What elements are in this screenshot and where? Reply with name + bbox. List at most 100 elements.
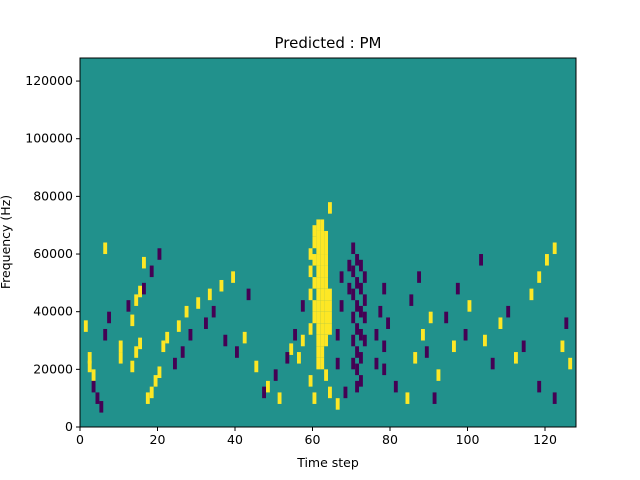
heatmap-cell-high — [324, 242, 329, 255]
heatmap-cell-high — [320, 346, 325, 358]
y-tick-label: 120000 — [25, 73, 73, 88]
x-tick-label: 0 — [76, 432, 84, 447]
heatmap-cell-high — [428, 311, 433, 324]
heatmap-cell-high — [134, 294, 139, 306]
y-axis-label: Frequency (Hz) — [0, 195, 13, 289]
heatmap-cell-high — [312, 254, 317, 266]
heatmap-cell-low — [235, 346, 239, 358]
heatmap-cell-high — [483, 334, 487, 347]
heatmap-cell-high — [316, 288, 321, 301]
heatmap-cell-high — [130, 314, 135, 327]
y-tick-label: 20000 — [33, 361, 73, 376]
heatmap-cell-high — [207, 288, 212, 301]
heatmap-cell-low — [293, 328, 298, 341]
heatmap-cell-low — [126, 300, 131, 312]
heatmap-cell-high — [266, 380, 270, 393]
heatmap-cell-high — [328, 288, 332, 301]
x-tick-label: 100 — [456, 432, 480, 447]
heatmap-cell-low — [362, 334, 367, 347]
heatmap-cell-low — [444, 311, 449, 324]
x-tick-label: 20 — [150, 432, 166, 447]
heatmap-cell-high — [87, 360, 92, 373]
heatmap-cell-high — [328, 386, 332, 399]
heatmap-cell-low — [382, 340, 387, 353]
heatmap-cell-high — [134, 346, 139, 358]
heatmap-cell-high — [316, 300, 321, 312]
heatmap-cell-high — [320, 334, 325, 347]
heatmap-cell-high — [560, 340, 565, 353]
y-tick-label: 0 — [65, 419, 73, 434]
heatmap-cell-high — [514, 352, 518, 364]
heatmap-cell-high — [316, 346, 321, 358]
heatmap-cell-high — [320, 242, 325, 255]
heatmap-cell-high — [320, 277, 325, 289]
heatmap-cell-high — [87, 352, 92, 364]
x-axis-label: Time step — [296, 455, 359, 470]
heatmap-cell-high — [405, 392, 410, 404]
heatmap-cell-high — [308, 288, 313, 301]
heatmap-cell-low — [355, 300, 360, 312]
heatmap-cell-high — [308, 248, 313, 260]
heatmap-cell-high — [312, 277, 317, 289]
heatmap-cell-high — [324, 369, 329, 381]
x-tick-label: 120 — [533, 432, 557, 447]
heatmap-cell-high — [316, 323, 321, 335]
heatmap-cell-high — [289, 343, 294, 355]
heatmap-cell-high — [545, 254, 549, 266]
heatmap-cell-low — [393, 380, 398, 393]
heatmap-cell-high — [316, 334, 321, 347]
heatmap-cell-low — [355, 323, 360, 335]
heatmap-cell-high — [320, 300, 325, 312]
heatmap-cell-high — [308, 375, 313, 387]
heatmap-cell-low — [355, 277, 360, 289]
y-tick-label: 100000 — [25, 131, 73, 146]
heatmap-cell-low — [103, 328, 108, 341]
heatmap-cell-low — [359, 305, 363, 318]
heatmap-cell-high — [421, 328, 425, 341]
heatmap-cell-high — [316, 230, 321, 243]
heatmap-cell-high — [316, 254, 321, 266]
chart-title: Predicted : PM — [275, 34, 382, 52]
heatmap-cell-low — [382, 282, 387, 295]
heatmap-cell-low — [424, 346, 429, 358]
heatmap-cell-high — [529, 288, 534, 301]
heatmap-cell-high — [324, 277, 329, 289]
heatmap-cell-high — [157, 366, 162, 378]
heatmap-cell-low — [382, 363, 387, 376]
heatmap-cell-high — [312, 236, 317, 249]
heatmap-cell-low — [95, 392, 100, 404]
heatmap-cell-high — [149, 386, 154, 399]
heatmap-cell-high — [277, 392, 282, 404]
heatmap-cell-low — [285, 352, 290, 364]
heatmap-area — [80, 58, 576, 427]
heatmap-cell-high — [138, 337, 143, 350]
heatmap-cell-low — [339, 271, 344, 283]
heatmap-cell-high — [324, 265, 329, 278]
heatmap-cell-high — [324, 230, 329, 243]
heatmap-cell-low — [374, 328, 379, 341]
heatmap-cell-high — [452, 340, 456, 353]
heatmap-cell-high — [91, 369, 96, 381]
heatmap-cell-high — [413, 352, 418, 364]
heatmap-cell-high — [300, 334, 305, 347]
heatmap-cell-low — [188, 328, 193, 341]
heatmap-cell-high — [324, 334, 329, 347]
heatmap-cell-high — [324, 254, 329, 266]
heatmap-cell-low — [362, 271, 367, 283]
heatmap-cell-low — [347, 282, 352, 295]
plot-frame — [79, 57, 577, 428]
y-tick-label: 80000 — [33, 188, 73, 203]
heatmap-cell-low — [180, 346, 185, 358]
heatmap-cell-low — [455, 282, 460, 295]
heatmap-cell-low — [537, 380, 542, 393]
heatmap-cell-low — [417, 271, 422, 283]
heatmap-cell-high — [312, 311, 317, 324]
heatmap-cell-low — [479, 254, 484, 266]
heatmap-cell-high — [436, 369, 441, 381]
heatmap-cell-high — [320, 323, 325, 335]
heatmap-cell-low — [359, 375, 363, 387]
heatmap-cell-low — [351, 288, 356, 301]
heatmap-cell-high — [308, 323, 313, 335]
heatmap-cell-low — [211, 305, 216, 318]
heatmap-cell-low — [386, 317, 391, 329]
